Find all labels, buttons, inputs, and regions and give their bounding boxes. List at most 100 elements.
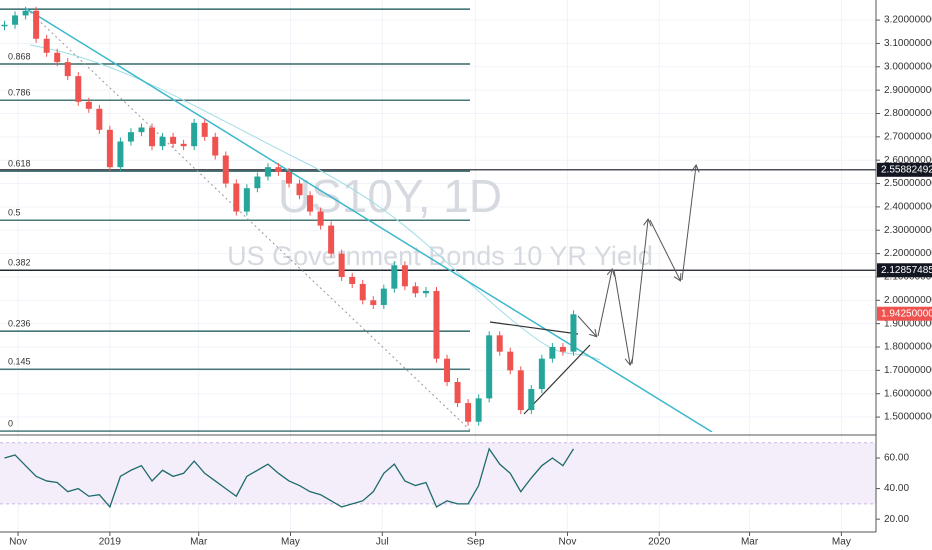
candle — [317, 211, 324, 226]
candle — [549, 347, 556, 359]
y-tick-label: 2.70000000 — [884, 131, 932, 142]
candle — [538, 358, 545, 390]
y2-tick-label: 60.00 — [884, 453, 909, 464]
y-tick-label: 2.60000000 — [884, 155, 932, 166]
candle — [338, 253, 345, 277]
fib-label: 0.382 — [8, 258, 31, 268]
fib-label: 0.786 — [8, 88, 31, 98]
price-label: 2.55882492 — [881, 164, 932, 175]
y-tick-label: 1.90000000 — [884, 318, 932, 329]
rsi-line — [4, 447, 575, 509]
candle — [1, 24, 8, 27]
candle — [212, 136, 219, 156]
watermark-symbol: US10Y, 1D — [278, 170, 502, 222]
y-tick-label: 1.60000000 — [884, 388, 932, 399]
fibonacci: 0.868 0.786 0.618 0.5 0.382 0.236 0.145 0 — [0, 8, 876, 432]
candle — [465, 403, 472, 422]
candle — [12, 15, 19, 25]
candle — [349, 276, 356, 284]
candle — [528, 389, 535, 411]
y-tick-label: 2.80000000 — [884, 108, 932, 119]
candle — [43, 38, 50, 53]
candle — [444, 358, 451, 383]
candle — [496, 335, 503, 352]
candle — [22, 10, 29, 16]
candle — [54, 52, 61, 63]
candle — [96, 108, 103, 130]
candle — [401, 265, 408, 287]
rsi-band — [0, 442, 876, 504]
candle — [359, 283, 366, 301]
y-tick-label: 2.50000000 — [884, 178, 932, 189]
candle — [233, 183, 240, 212]
candle — [159, 136, 166, 147]
candle — [201, 122, 208, 137]
projection-arrow — [577, 315, 596, 336]
candle — [412, 286, 419, 294]
y-tick-label: 3.20000000 — [884, 15, 932, 26]
candles — [1, 6, 577, 426]
fib-label: 0 — [8, 418, 13, 428]
fib-label: 0.236 — [8, 318, 31, 328]
candle — [275, 167, 282, 172]
candle — [75, 76, 82, 102]
candle — [254, 176, 261, 189]
candle — [422, 290, 429, 294]
y-tick-label: 2.20000000 — [884, 248, 932, 259]
y-tick-label: 2.90000000 — [884, 85, 932, 96]
triangle-top — [489, 321, 579, 335]
candle — [285, 171, 292, 184]
price-label-box — [877, 162, 932, 177]
candle — [106, 129, 113, 168]
fib-label: 0.618 — [8, 159, 31, 169]
candle — [243, 188, 250, 212]
candle — [222, 155, 229, 184]
x-tick-label: Nov — [9, 537, 27, 548]
candle — [391, 265, 398, 289]
candle — [264, 167, 271, 177]
candle — [433, 290, 440, 359]
candle — [328, 225, 335, 254]
candle — [85, 101, 92, 109]
candle — [138, 127, 145, 133]
candle — [64, 62, 71, 77]
y-tick-label: 3.00000000 — [884, 61, 932, 72]
y-tick-label: 3.10000000 — [884, 38, 932, 49]
candle — [570, 314, 577, 352]
candle — [370, 300, 377, 305]
price-label: 2.12857485 — [881, 265, 932, 276]
y2-tick-label: 40.00 — [884, 483, 909, 494]
candle — [170, 136, 177, 144]
x-tick-label: May — [281, 537, 300, 548]
y-tick-label: 2.40000000 — [884, 202, 932, 213]
projection-arrow — [597, 270, 612, 337]
candle — [486, 335, 493, 399]
x-tick-label: May — [832, 537, 851, 548]
price-label: 1.94250000 — [881, 308, 932, 319]
candle — [559, 347, 566, 352]
price-label-box — [877, 263, 932, 278]
x-tick-label: Mar — [741, 537, 759, 548]
y-tick-label: 2.30000000 — [884, 225, 932, 236]
candle — [149, 127, 156, 147]
triangle-bottom — [523, 344, 591, 415]
candle — [517, 370, 524, 411]
price-label-box — [877, 306, 932, 321]
projection-arrow — [631, 220, 648, 365]
fib-label: 0.868 — [8, 51, 31, 61]
candle — [180, 143, 187, 147]
candle — [117, 141, 124, 168]
projection-arrow — [681, 166, 696, 281]
candle — [191, 122, 198, 147]
x-tick-label: Nov — [559, 537, 577, 548]
x-tick-label: 2020 — [648, 537, 671, 548]
x-tick-label: Mar — [190, 537, 208, 548]
x-tick-label: 2019 — [99, 537, 122, 548]
x-tick-label: Jul — [376, 537, 389, 548]
y2-tick-label: 20.00 — [884, 514, 909, 525]
y-tick-label: 1.80000000 — [884, 342, 932, 353]
y-tick-label: 1.70000000 — [884, 365, 932, 376]
candle — [507, 351, 514, 371]
candle — [33, 10, 40, 39]
